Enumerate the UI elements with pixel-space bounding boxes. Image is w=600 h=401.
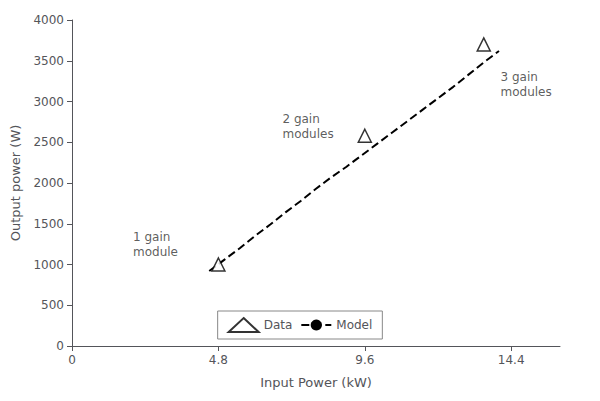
svg-text:modules: modules <box>501 85 552 99</box>
svg-text:Model: Model <box>336 318 372 332</box>
svg-text:2500: 2500 <box>33 135 64 149</box>
svg-text:1500: 1500 <box>33 217 64 231</box>
svg-text:3000: 3000 <box>33 95 64 109</box>
svg-text:4.8: 4.8 <box>209 353 228 367</box>
svg-text:modules: modules <box>282 127 333 141</box>
svg-text:2000: 2000 <box>33 176 64 190</box>
svg-text:4000: 4000 <box>33 13 64 27</box>
svg-text:Input Power (kW): Input Power (kW) <box>260 375 372 390</box>
svg-text:3 gain: 3 gain <box>501 70 538 84</box>
svg-text:2 gain: 2 gain <box>282 112 319 126</box>
svg-text:500: 500 <box>41 298 64 312</box>
svg-text:module: module <box>133 245 178 259</box>
svg-text:1000: 1000 <box>33 258 64 272</box>
svg-text:14.4: 14.4 <box>498 353 525 367</box>
svg-text:9.6: 9.6 <box>355 353 374 367</box>
svg-text:Data: Data <box>264 318 293 332</box>
svg-text:0: 0 <box>68 353 76 367</box>
svg-text:0: 0 <box>56 339 64 353</box>
svg-text:1 gain: 1 gain <box>133 230 170 244</box>
svg-text:3500: 3500 <box>33 54 64 68</box>
svg-text:Output power (W): Output power (W) <box>8 125 23 242</box>
